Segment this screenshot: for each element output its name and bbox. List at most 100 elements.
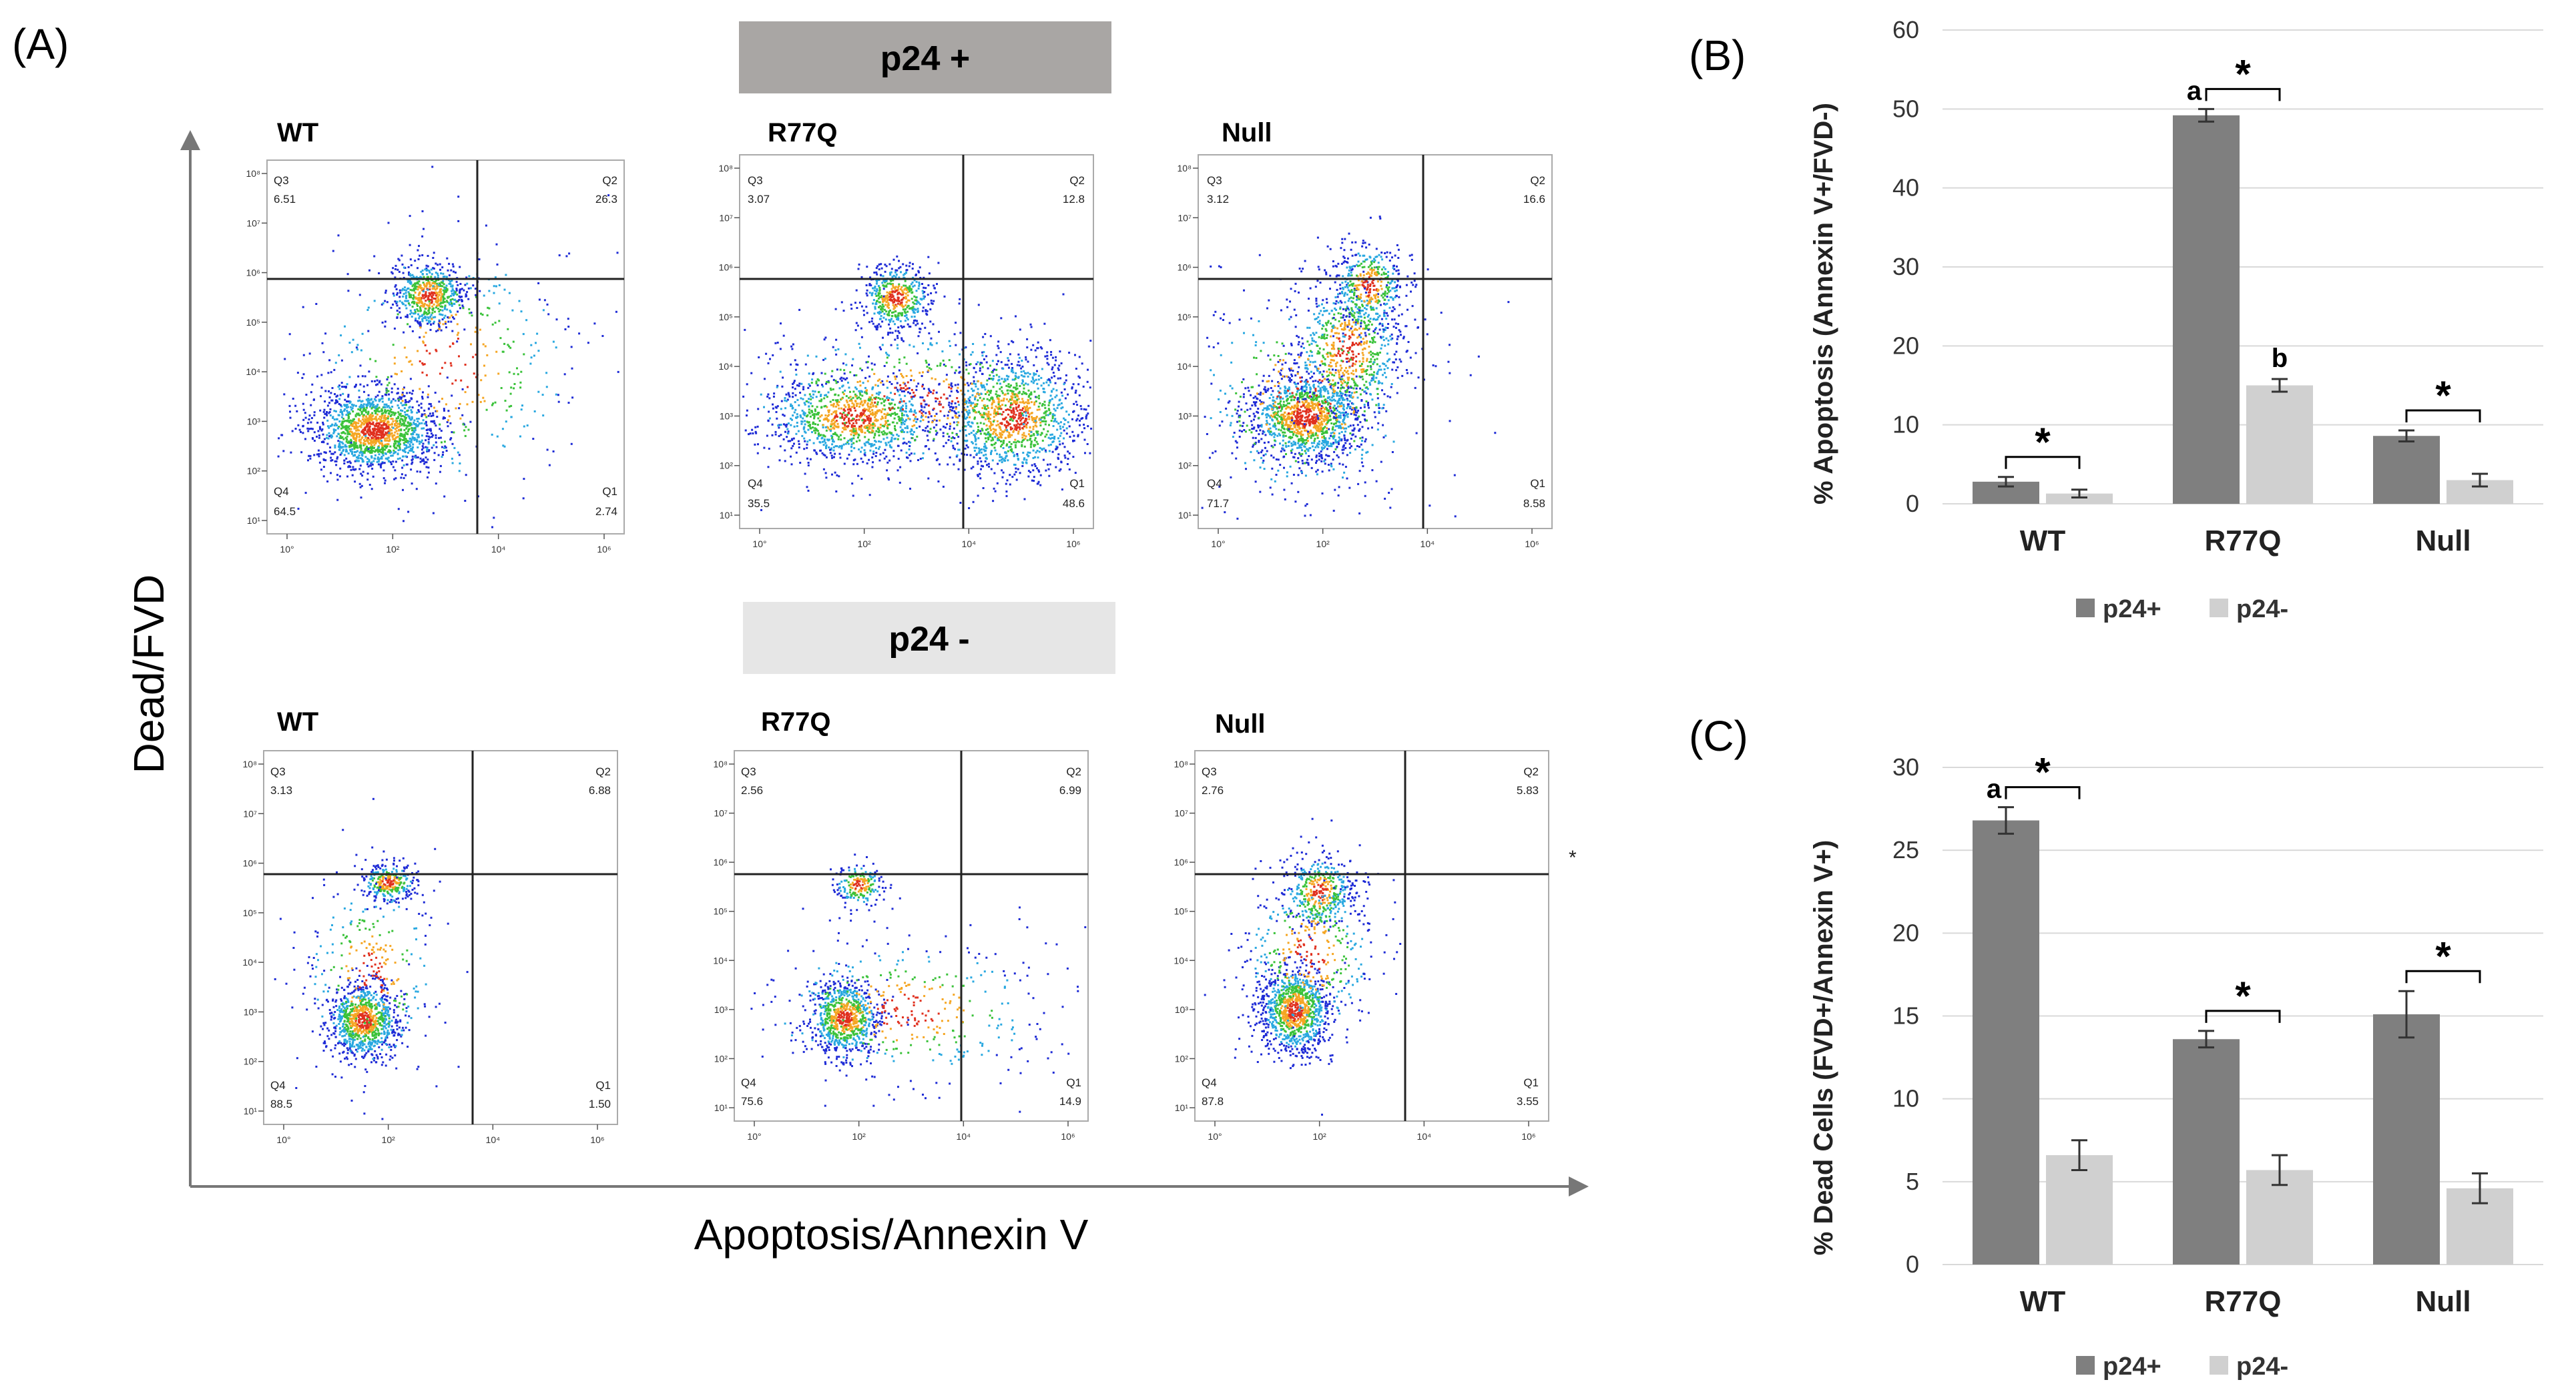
event-dot — [342, 426, 344, 429]
event-dot — [397, 404, 399, 407]
event-dot — [359, 420, 362, 422]
event-dot — [461, 414, 464, 416]
event-dot — [896, 255, 898, 258]
event-dot — [1015, 388, 1017, 391]
event-dot — [370, 431, 373, 434]
event-dot — [309, 454, 312, 457]
event-dot — [997, 347, 1000, 350]
event-dot — [422, 442, 425, 445]
event-dot — [813, 417, 816, 420]
event-dot — [399, 316, 402, 319]
event-dot — [384, 325, 387, 328]
event-dot — [832, 399, 834, 401]
event-dot — [435, 330, 438, 332]
event-dot — [832, 440, 834, 442]
event-dot — [775, 406, 778, 409]
event-dot — [1058, 469, 1061, 472]
event-dot — [334, 422, 337, 425]
event-dot — [1016, 426, 1019, 429]
event-dot — [495, 285, 497, 288]
event-dot — [523, 425, 525, 428]
event-dot — [342, 438, 345, 440]
event-dot — [433, 268, 435, 270]
event-dot — [408, 272, 410, 275]
event-dot — [360, 400, 362, 403]
flow-plot-wt-pos: WT 10° 10² 10⁴ 10⁶10¹10²10³10⁴10⁵10⁶10⁷10⁸ … — [246, 118, 625, 555]
event-dot — [839, 412, 842, 414]
event-dot — [855, 422, 858, 424]
event-dot — [498, 302, 501, 305]
event-dot — [998, 459, 1001, 462]
event-dot — [453, 292, 455, 294]
event-dot — [445, 450, 448, 452]
event-dot — [972, 402, 975, 404]
event-dot — [409, 313, 411, 316]
event-dot — [393, 383, 396, 386]
event-dot — [812, 390, 814, 392]
event-dot — [856, 402, 858, 405]
event-dot — [886, 386, 888, 389]
event-dot — [444, 445, 447, 448]
event-dot — [1021, 434, 1024, 436]
event-dot — [283, 393, 286, 396]
event-dot — [927, 370, 929, 373]
event-dot — [845, 416, 848, 418]
event-dot — [900, 412, 903, 415]
event-dot — [365, 425, 368, 428]
event-dot — [1064, 397, 1067, 400]
event-dot — [366, 472, 369, 475]
event-dot — [366, 463, 368, 466]
event-dot — [1014, 386, 1017, 389]
event-dot — [794, 388, 796, 390]
event-dot — [441, 282, 444, 284]
event-dot — [903, 437, 905, 440]
event-dot — [421, 320, 424, 322]
event-dot — [1027, 409, 1029, 412]
event-dot — [768, 447, 770, 450]
event-dot — [393, 412, 396, 415]
event-dot — [432, 414, 435, 417]
event-dot — [344, 432, 346, 435]
event-dot — [411, 316, 413, 318]
event-dot — [368, 417, 370, 419]
event-dot — [346, 461, 349, 464]
event-dot — [407, 430, 409, 432]
event-dot — [470, 343, 472, 346]
event-dot — [369, 451, 371, 453]
event-dot — [405, 399, 407, 402]
event-dot — [865, 391, 868, 394]
event-dot — [399, 439, 401, 442]
event-dot — [409, 282, 411, 284]
event-dot — [440, 329, 443, 332]
event-dot — [980, 392, 983, 395]
event-dot — [452, 289, 455, 292]
event-dot — [1034, 465, 1037, 467]
event-dot — [409, 274, 412, 277]
event-dot — [374, 450, 376, 453]
event-dot — [866, 266, 868, 268]
event-dot — [380, 430, 382, 433]
event-dot — [335, 460, 338, 462]
event-dot — [546, 303, 549, 306]
event-dot — [418, 440, 421, 443]
event-dot — [380, 410, 382, 412]
event-dot — [457, 284, 459, 286]
event-dot — [850, 446, 852, 448]
event-dot — [998, 376, 1001, 378]
event-dot — [749, 432, 752, 435]
event-dot — [824, 394, 826, 396]
event-dot — [397, 432, 399, 435]
event-dot — [417, 310, 419, 312]
event-dot — [437, 284, 440, 286]
event-dot — [378, 458, 380, 461]
event-dot — [823, 438, 826, 441]
event-dot — [445, 276, 448, 278]
event-dot — [543, 299, 546, 302]
event-dot — [461, 304, 464, 307]
event-dot — [401, 466, 404, 469]
event-dot — [375, 436, 378, 439]
event-dot — [399, 446, 401, 449]
event-dot — [409, 215, 411, 218]
event-dot — [786, 436, 788, 438]
event-dot — [433, 282, 435, 284]
